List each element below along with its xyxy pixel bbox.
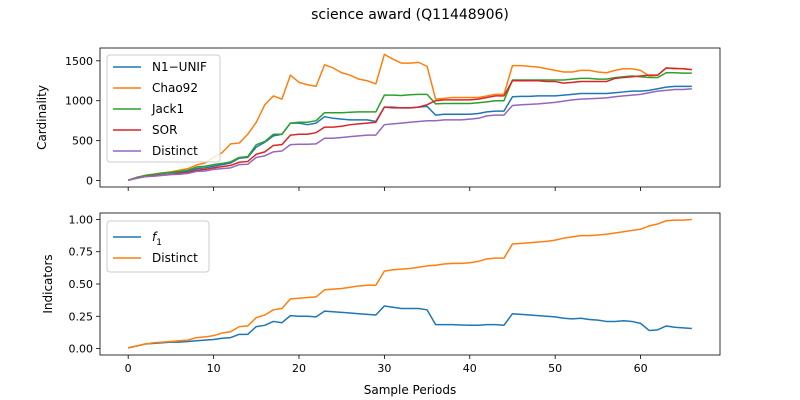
series-line-0-4 xyxy=(128,87,692,181)
y-tick-label-1-4: 1.00 xyxy=(69,213,94,226)
axes-frame-0 xyxy=(99,47,721,188)
y-tick-label-0-2: 1000 xyxy=(65,95,93,108)
legend-label-1-0: f1 xyxy=(152,230,162,248)
x-tick-label-1-5: 50 xyxy=(548,362,562,375)
y-tick-label-1-0: 0.00 xyxy=(69,343,94,356)
legend-1: f1 Distinct xyxy=(106,220,210,273)
x-tick-label-1-0: 0 xyxy=(125,362,132,375)
legend-label-1-1: Distinct xyxy=(152,251,198,265)
x-tick-label-1-4: 40 xyxy=(463,362,477,375)
figure-title: science award (Q11448906) xyxy=(311,7,509,23)
y-tick-label-1-2: 0.50 xyxy=(69,278,94,291)
y-axis-label-0: Cardinality xyxy=(35,85,49,150)
series-line-1-0 xyxy=(128,305,692,349)
y-tick-label-0-1: 500 xyxy=(72,135,93,148)
y-tick-label-0-0: 0 xyxy=(86,175,93,188)
series-line-0-1 xyxy=(127,53,692,181)
series-line-1-1 xyxy=(128,218,692,349)
legend-label-0-0: N1−UNIF xyxy=(152,60,207,74)
legend-label-0-1: Chao92 xyxy=(152,81,198,95)
legend-0: N1−UNIF Chao92 Jack1 SOR Distinct xyxy=(106,54,221,163)
cardinality-panel: 0 500 1000 1500 Cardinality N1−UNIF Chao92 Jack… xyxy=(35,47,721,191)
x-tick-label-1-6: 60 xyxy=(634,362,648,375)
y-axis-label-1: Indicators xyxy=(41,254,55,313)
y-tick-label-0-3: 1500 xyxy=(65,55,93,68)
legend-label-0-4: Distinct xyxy=(152,144,198,158)
y-tick-label-1-3: 0.75 xyxy=(69,246,94,259)
series-line-0-3 xyxy=(128,67,692,181)
x-tick-label-1-3: 30 xyxy=(377,362,391,375)
x-axis-label-1: Sample Periods xyxy=(364,383,456,397)
y-tick-label-1-1: 0.25 xyxy=(69,310,94,323)
x-tick-label-1-2: 20 xyxy=(292,362,306,375)
x-tick-label-1-1: 10 xyxy=(207,362,221,375)
legend-box-0 xyxy=(106,54,221,163)
legend-box-1 xyxy=(106,220,210,273)
indicators-panel: 0.00 0.25 0.50 0.75 1.00 0 10 20 30 40 50 60 Indicat… xyxy=(41,212,721,397)
series-line-0-2 xyxy=(127,72,692,181)
legend-label-0-3: SOR xyxy=(152,123,177,137)
legend-label-0-2: Jack1 xyxy=(151,102,184,116)
